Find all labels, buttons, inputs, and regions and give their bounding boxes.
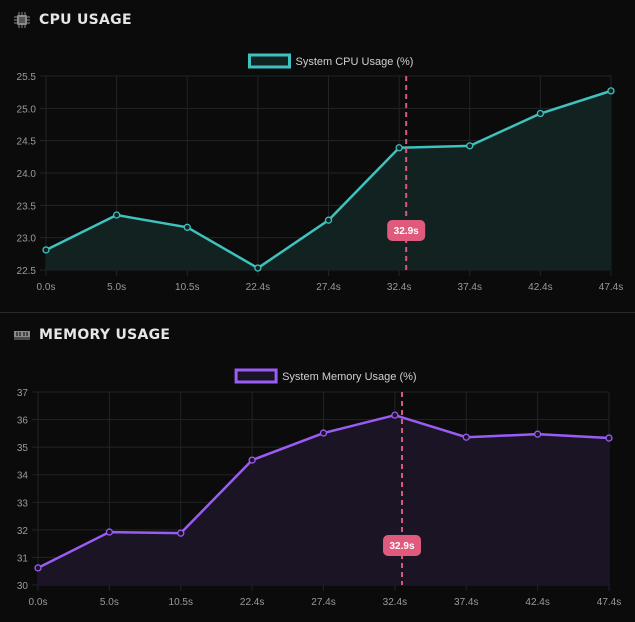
x-tick-label: 10.5s [175,282,199,293]
cpu-section-title: CPU USAGE [14,12,132,28]
data-point [607,87,615,95]
y-tick-label: 32 [17,526,29,537]
y-tick-label: 24.0 [17,169,37,180]
section-divider [0,312,635,313]
legend-swatch [248,53,291,69]
y-tick-label: 36 [17,416,29,427]
cpu-chart: 22.5 23.0 23.5 24.0 24.5 25.0 25.5 0.0s 5.0s 10.5… [17,53,623,293]
crosshair-tooltip-label: 32.9s [389,541,414,552]
x-tick-label: 0.0s [29,597,48,608]
y-tick-label: 37 [17,388,29,399]
data-point [42,246,50,254]
x-tick-label: 42.4s [528,282,552,293]
x-tick-label: 0.0s [37,282,56,293]
data-point [395,144,403,152]
crosshair-tooltip-label: 32.9s [394,226,419,237]
data-point [183,223,191,231]
x-tick-label: 5.0s [100,597,119,608]
x-tick-label: 5.0s [107,282,126,293]
data-point [177,529,185,537]
x-tick-label: 22.4s [240,597,264,608]
y-tick-label: 23.0 [17,234,37,245]
y-tick-label: 33 [17,498,29,509]
cpu-chip-icon [14,12,30,28]
x-tick-label: 10.5s [169,597,193,608]
x-tick-label: 27.4s [316,282,340,293]
memory-chart: 30 31 32 33 34 35 36 37 0.0s 5.0s 10.5s 22.4s 27.4s 3… [17,368,621,608]
y-tick-label: 24.5 [17,137,37,148]
legend-label: System CPU Usage (%) [296,56,414,68]
legend-swatch [234,368,278,384]
x-tick-label: 32.4s [383,597,407,608]
data-point [536,109,545,118]
data-point [254,264,262,272]
data-point [605,434,613,442]
data-point [462,433,470,441]
legend-label: System Memory Usage (%) [282,371,416,383]
data-point [391,411,399,419]
x-tick-label: 22.4s [246,282,270,293]
y-tick-label: 30 [17,581,29,592]
crosshair-tooltip [387,220,426,241]
y-tick-label: 34 [17,471,29,482]
memory-section-title: MEMORY USAGE [14,327,170,343]
y-tick-label: 31 [17,553,29,564]
crosshair-tooltip [383,535,422,556]
series-area-fill [46,90,611,270]
y-tick-label: 22.5 [17,266,37,277]
memory-title: MEMORY USAGE [39,327,171,343]
data-point [112,211,121,219]
y-tick-label: 35 [17,443,29,454]
x-tick-label: 37.4s [454,597,478,608]
x-tick-label: 47.4s [599,282,623,293]
data-point [319,429,328,437]
data-point [248,456,256,464]
data-point [324,216,333,224]
data-point [466,142,474,150]
x-tick-label: 32.4s [387,282,411,293]
x-tick-label: 47.4s [597,597,621,608]
data-point [105,528,114,536]
y-tick-label: 25.0 [17,104,37,115]
memory-module-icon [14,331,30,340]
data-point [533,430,542,438]
cpu-title: CPU USAGE [39,12,132,28]
x-tick-label: 42.4s [525,597,549,608]
data-point [34,564,42,572]
y-tick-label: 23.5 [17,201,37,212]
series-area-fill [38,415,609,585]
y-tick-label: 25.5 [17,72,37,83]
x-tick-label: 37.4s [458,282,482,293]
x-tick-label: 27.4s [311,597,335,608]
